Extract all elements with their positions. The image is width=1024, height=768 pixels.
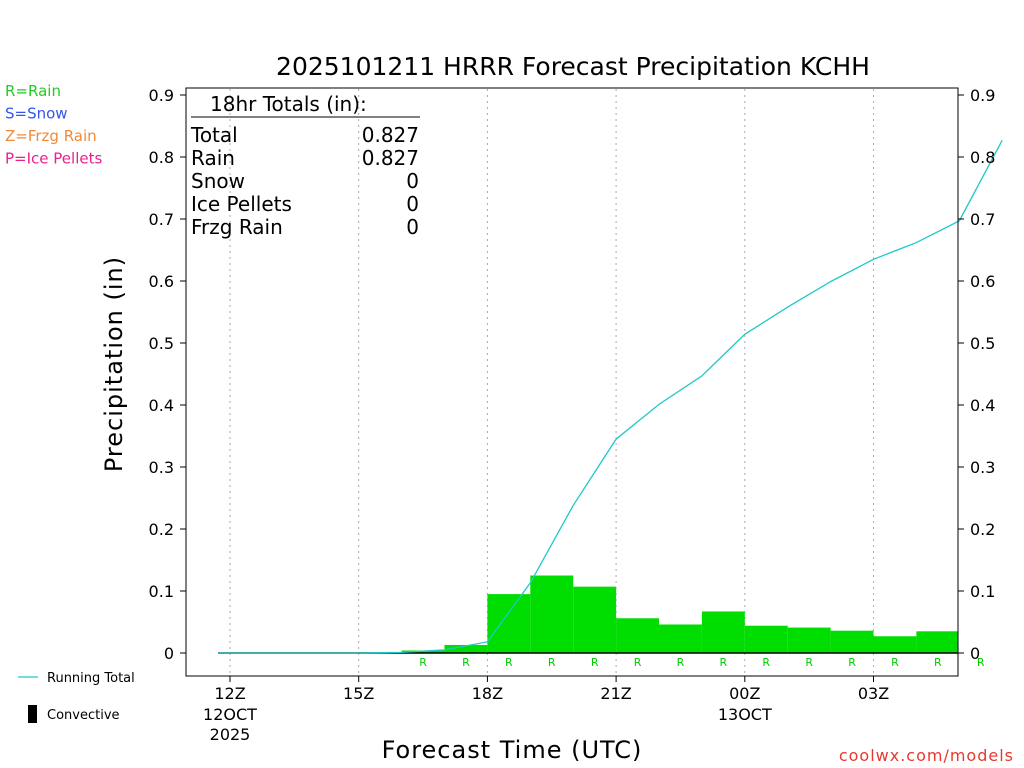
y-tick-label-right: 0.3: [970, 458, 995, 477]
convective-swatch: [28, 705, 37, 723]
x-tick-label: 03Z: [858, 684, 889, 703]
totals-row-label: Total: [190, 123, 238, 147]
precip-bar: [744, 625, 788, 653]
ptype-letter: R: [591, 656, 599, 669]
ptype-legend-item: S=Snow: [5, 105, 68, 123]
x-tick-label: 21Z: [600, 684, 631, 703]
totals-row-value: 0: [406, 215, 419, 239]
precip-bar: [444, 644, 488, 653]
totals-header: 18hr Totals (in):: [210, 92, 367, 116]
ptype-legend-item: Z=Frzg Rain: [5, 127, 97, 145]
ptype-letter: R: [419, 656, 427, 669]
grid-lines: [229, 89, 874, 675]
y-tick-label-right: 0.7: [970, 210, 995, 229]
bars-group: [218, 575, 958, 654]
x-tick-label: 12Z: [214, 684, 245, 703]
totals-row-label: Rain: [191, 146, 235, 170]
running-total-line: [218, 139, 1003, 654]
totals-row-label: Snow: [191, 169, 245, 193]
y-tick-label-right: 0.8: [970, 148, 995, 167]
ptype-letter: R: [762, 656, 770, 669]
ptype-letter: R: [720, 656, 728, 669]
precip-bar: [573, 586, 617, 653]
ptype-letter: R: [848, 656, 856, 669]
legend-convective: Convective: [47, 708, 120, 723]
precip-bar: [787, 627, 831, 653]
ptype-letter: R: [462, 656, 470, 669]
plot-frame: [185, 87, 959, 677]
totals-row-label: Frzg Rain: [191, 215, 283, 239]
y-tick-label-right: 0.6: [970, 272, 995, 291]
x-tick-label: 15Z: [343, 684, 374, 703]
y-tick-label-left: 0.5: [149, 334, 174, 353]
y-tick-label-right: 0.1: [970, 582, 995, 601]
ptype-letter: R: [805, 656, 813, 669]
ptype-letter: R: [634, 656, 642, 669]
totals-row-value: 0.827: [362, 146, 419, 170]
ptype-letter: R: [934, 656, 942, 669]
y-tick-label-left: 0.8: [149, 148, 174, 167]
y-axis-label: Precipitation (in): [100, 256, 128, 472]
ptype-legend-item: P=Ice Pellets: [5, 150, 102, 168]
x-tick-label: 18Z: [472, 684, 503, 703]
precip-bar: [873, 636, 917, 653]
y-tick-label-right: 0.9: [970, 86, 995, 105]
precip-bar: [616, 618, 659, 653]
ptype-letter: R: [505, 656, 513, 669]
y-tick-label-left: 0: [164, 644, 174, 663]
ptype-letter: R: [891, 656, 899, 669]
bottom-legend: Running Total Convective: [18, 671, 135, 723]
precip-bar: [830, 630, 874, 653]
y-tick-label-left: 0.1: [149, 582, 174, 601]
y-tick-label-right: 0.2: [970, 520, 995, 539]
y-tick-label-right: 0: [970, 644, 980, 663]
ptype-legend-item: R=Rain: [5, 82, 61, 100]
precip-bar: [487, 594, 531, 653]
ptype-legend: R=Rain S=Snow Z=Frzg Rain P=Ice Pellets: [5, 82, 102, 168]
y-tick-label-left: 0.3: [149, 458, 174, 477]
precip-bar: [530, 575, 574, 653]
y-tick-label-left: 0.7: [149, 210, 174, 229]
y-tick-label-left: 0.6: [149, 272, 174, 291]
y-tick-label-left: 0.9: [149, 86, 174, 105]
precip-bar: [659, 624, 702, 653]
totals-row-value: 0: [406, 192, 419, 216]
precip-bar: [916, 631, 958, 653]
totals-box: 18hr Totals (in): Total 0.827 Rain 0.827 Snow…: [190, 92, 420, 239]
totals-row-value: 0: [406, 169, 419, 193]
chart-title: 2025101211 HRRR Forecast Precipitation K…: [276, 52, 870, 81]
y-tick-label-left: 0.2: [149, 520, 174, 539]
running-total-series: [218, 139, 1003, 654]
ptype-letter: R: [677, 656, 685, 669]
credit-text: coolwx.com/models: [839, 746, 1014, 765]
ptype-letter: R: [977, 656, 985, 669]
y-tick-label-left: 0.4: [149, 396, 174, 415]
y-axis: 0 00.1 0.10.2 0.20.3 0.30.4 0.40.5 0.50.6 0.60.…: [149, 86, 996, 663]
x-tick-label: 00Z: [729, 684, 760, 703]
x-tick-date: 13OCT: [718, 705, 772, 724]
x-axis-label: Forecast Time (UTC): [382, 736, 643, 764]
precip-bar: [701, 611, 745, 653]
x-tick-year: 2025: [210, 725, 251, 744]
legend-running-total: Running Total: [47, 671, 135, 686]
x-tick-date: 12OCT: [203, 705, 257, 724]
totals-row-label: Ice Pellets: [191, 192, 292, 216]
totals-row-value: 0.827: [362, 123, 419, 147]
y-tick-label-right: 0.4: [970, 396, 995, 415]
y-tick-label-right: 0.5: [970, 334, 995, 353]
ptype-letter: R: [548, 656, 556, 669]
